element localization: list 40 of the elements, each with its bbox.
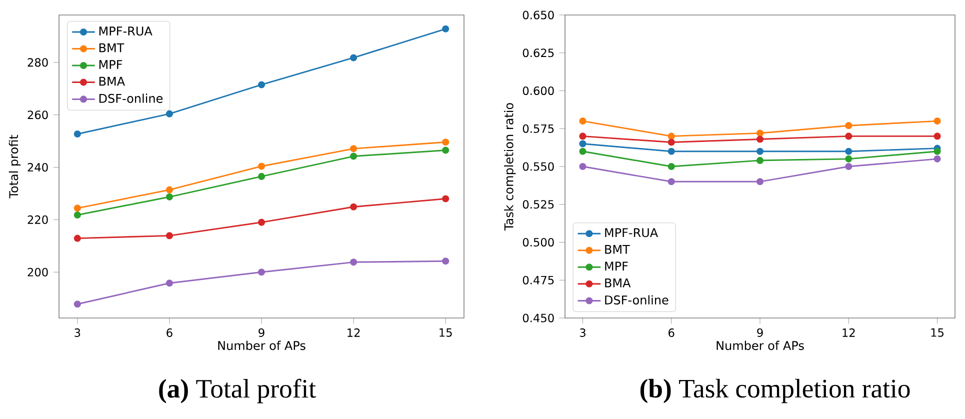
legend-label: MPF — [605, 262, 628, 270]
y-tick-label: 260 — [28, 110, 48, 120]
text: (b) Task completion ratio — [640, 378, 910, 404]
x-tick-label: 12 — [842, 328, 855, 337]
y-tick-label: 0.450 — [522, 314, 554, 322]
y-tick-label: 0.525 — [522, 200, 554, 209]
y-axis-title: Task completion ratio — [504, 103, 516, 231]
legend-label: DSF-online — [99, 94, 163, 103]
x-tick-label: 12 — [348, 328, 360, 337]
y-tick-label: 0.550 — [522, 162, 554, 171]
y-tick-label: 0.575 — [522, 124, 554, 133]
legend-label: MPF — [99, 60, 122, 69]
x-tick-label: 6 — [668, 328, 674, 337]
legend-label: MPF-RUA — [605, 228, 658, 238]
legend-label: BMA — [99, 76, 125, 86]
y-tick-label: 200 — [28, 268, 48, 276]
y-tick-label: 0.475 — [522, 276, 554, 284]
x-tick-label: 3 — [580, 328, 586, 337]
x-axis-title: Number of APs — [218, 340, 306, 350]
legend-label: BMT — [605, 244, 630, 254]
x-tick-label: 15 — [931, 328, 944, 337]
y-tick-label: 280 — [28, 58, 48, 67]
legend-label: BMA — [605, 278, 631, 288]
y-tick-label: 220 — [28, 215, 48, 224]
y-tick-label: 0.650 — [522, 10, 554, 20]
y-tick-label: 0.500 — [522, 238, 554, 247]
x-tick-label: 6 — [166, 328, 172, 337]
y-axis-title: Total profit — [8, 134, 20, 198]
y-tick-label: 0.625 — [522, 48, 554, 58]
y-tick-label: 240 — [28, 163, 48, 172]
x-tick-label: 9 — [757, 328, 763, 337]
legend-label: BMT — [99, 43, 124, 52]
x-tick-label: 3 — [74, 328, 80, 337]
x-tick-label: 9 — [258, 328, 264, 337]
x-axis-title: Number of APs — [716, 340, 804, 350]
x-tick-label: 15 — [440, 328, 452, 337]
text: (a) Total profit — [159, 378, 316, 404]
legend-label: MPF-RUA — [99, 26, 152, 36]
legend-label: DSF-online — [605, 295, 668, 305]
y-tick-label: 0.600 — [522, 86, 554, 96]
